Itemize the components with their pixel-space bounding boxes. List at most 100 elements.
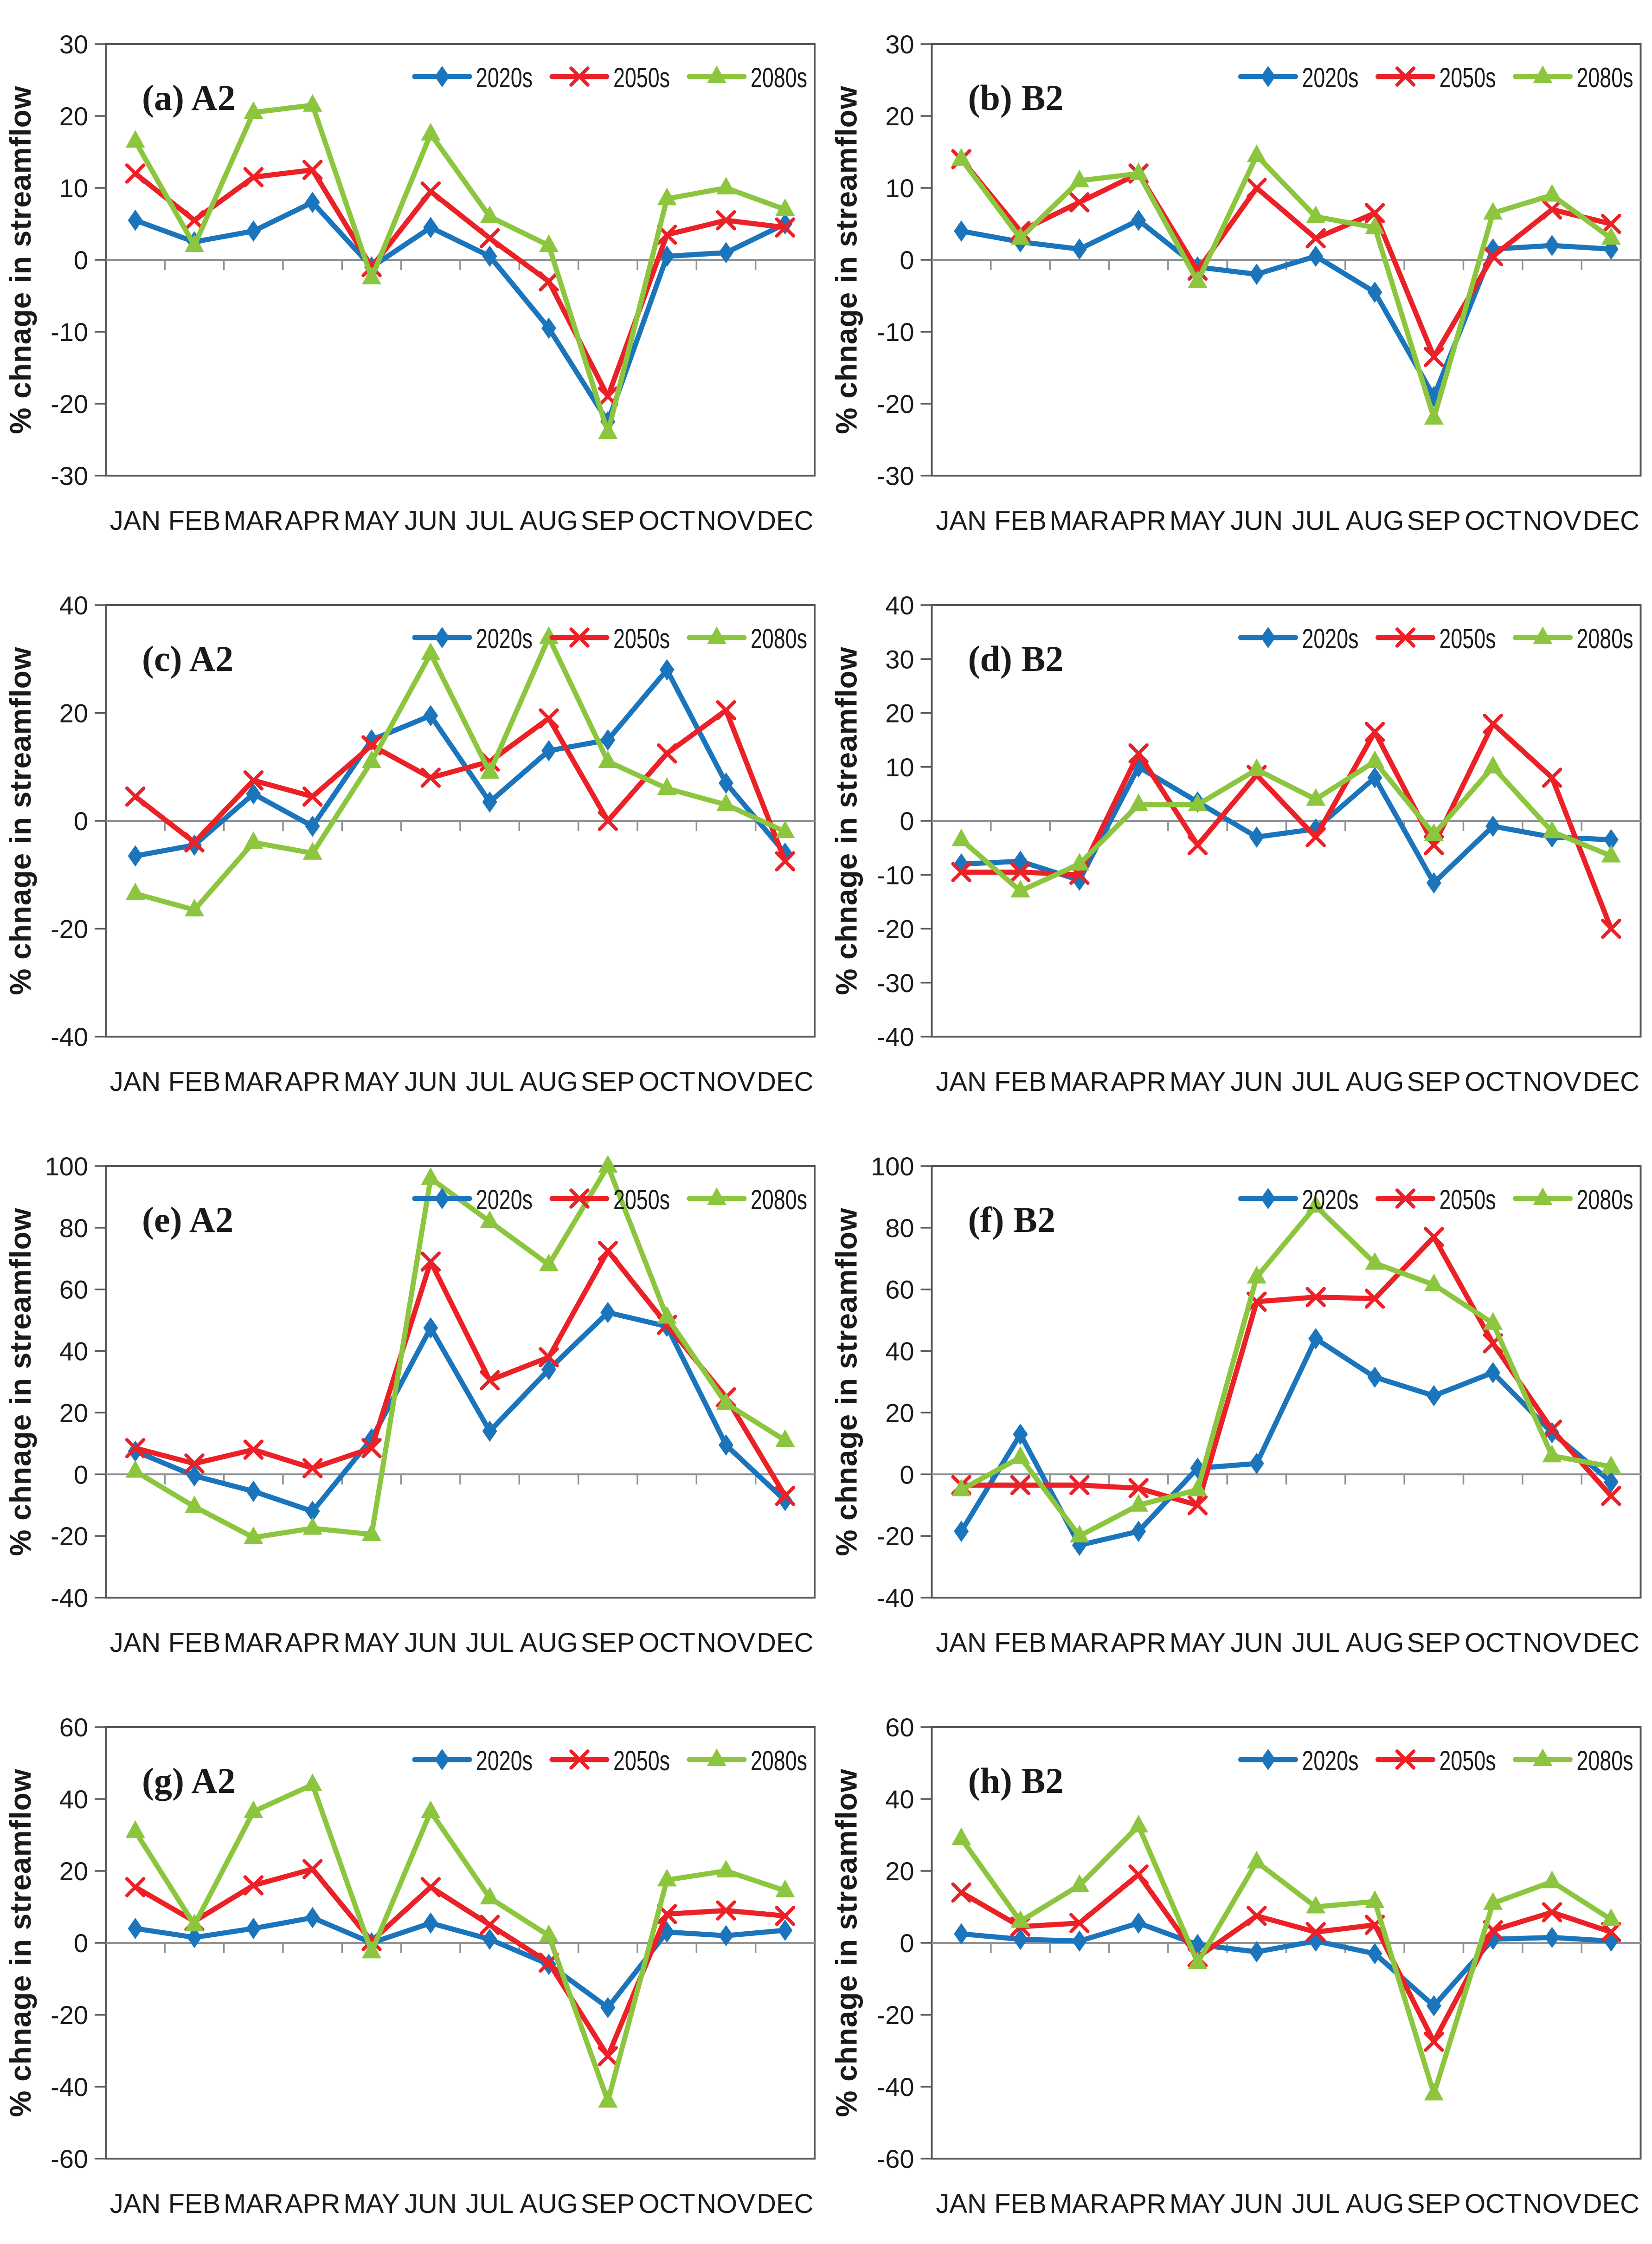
series-2020s-marker [128,1918,143,1939]
x-tick-label: AUG [520,2189,578,2219]
x-tick-label: DEC [757,506,813,536]
legend-x-icon [1395,1188,1416,1209]
series-2080s-marker [421,642,441,660]
legend-label: 2020s [476,62,533,93]
x-marker-stroke [1069,1475,1090,1496]
legend-x-icon [1395,66,1416,87]
series-2080s-marker [421,1167,441,1185]
x-marker-stroke [775,217,796,238]
series-2020s-marker [1544,1927,1560,1948]
x-tick-label: AUG [1346,1067,1404,1097]
series-2080s-marker [1306,1896,1326,1914]
series-2080s-marker [1601,845,1621,863]
series-2050s-marker [125,1877,146,1897]
series-2080s-line [133,103,788,435]
x-tick-label: APR [285,506,340,536]
x-tick-label: OCT [638,2189,695,2219]
series-2050s-marker [125,1438,146,1458]
series-2050s-marker [1483,714,1503,734]
x-marker-stroke [775,1906,796,1926]
legend-label: 2080s [751,62,807,93]
series-2080s-marker [362,266,381,284]
x-marker-stroke [243,167,264,187]
series-2080s-line [133,635,788,913]
x-tick-label: MAR [1049,506,1109,536]
x-marker-stroke [243,770,264,791]
series-2050s-marker [1010,1475,1031,1496]
series-2020s-marker [128,209,143,231]
series-2050s-marker [302,160,323,180]
x-tick-label: JUN [405,1628,457,1658]
x-marker-stroke [1128,1864,1149,1885]
series-2050s-line [133,1248,788,1499]
y-tick-label: -20 [51,1522,88,1551]
y-tick-label: 100 [871,1152,914,1181]
series-2080s-marker [125,130,145,148]
chart-svg--h-B2: 60 40 20 0 -20 -40 -60 JAN FEB MAR APR MAY JUN JUL AUG… [830,1713,1642,2219]
legend-label: 2050s [1440,62,1496,93]
legend-label: 2050s [613,1745,670,1776]
x-tick-label: NOV [697,2189,755,2219]
x-tick-label: AUG [1346,2189,1404,2219]
x-tick-label: JAN [110,2189,161,2219]
x-tick-label: JUN [1230,2189,1283,2219]
legend-item-2050s: 2050s [549,1745,670,1776]
series-2050s-marker [125,163,146,184]
legend-triangle-icon [707,626,726,644]
series-2020s-marker [1131,1521,1146,1542]
series-2080s-marker [185,234,204,252]
x-marker-stroke [361,1438,382,1458]
series-2080s-marker [362,1523,381,1541]
series-2080s-markers [125,94,795,439]
series-2080s-marker [1365,1252,1385,1270]
series-2080s-marker [539,1253,559,1271]
series-2080s-marker [185,1496,204,1514]
series-2020s-marker [305,1501,320,1522]
series-2050s-marker [1187,1495,1208,1515]
y-tick-label: 0 [74,1928,88,1958]
y-tick-label: -40 [877,1583,914,1612]
x-tick-label: DEC [757,1628,813,1658]
x-marker-stroke [302,160,323,180]
y-tick-label: 60 [59,1713,88,1742]
chart-panel-d: 40 30 20 10 0 -10 -20 -30 -40 JAN FEB MAR APR MAY JUN J… [826,561,1652,1122]
panel-title: (a) A2 [142,77,235,118]
series-2050s-marker [479,1915,500,1935]
x-marker-stroke [1010,1475,1031,1496]
chart-svg--b-B2: 30 20 10 0 -10 -20 -30 JAN FEB MAR APR MAY JUN JUL AUG… [830,30,1642,536]
x-tick-label: JAN [936,506,987,536]
legend-item-2020s: 2020s [1238,1184,1359,1215]
x-tick-label: APR [1111,1067,1166,1097]
series-2020s-marker [719,242,733,264]
series-2080s-marker [657,1869,677,1887]
x-tick-label: DEC [1583,2189,1639,2219]
y-tick-label: -10 [877,317,914,347]
x-tick-label: SEP [1407,506,1461,536]
x-tick-label: SEP [581,506,635,536]
x-tick-label: JUN [1230,506,1283,536]
series-2020s-marker [246,1480,261,1502]
chart-svg--d-B2: 40 30 20 10 0 -10 -20 -30 -40 JAN FEB MAR APR MAY JUN J… [830,591,1642,1097]
series-2080s-marker [302,1773,322,1791]
legend-item-2080s: 2080s [687,1745,807,1776]
legend-x-icon [569,1749,590,1770]
chart-svg--f-B2: 100 80 60 40 20 0 -20 -40 JAN FEB MAR APR MAY JUN JUL A… [830,1152,1642,1658]
legend-item-2020s: 2020s [412,62,533,93]
series-2080s-marker [1424,823,1444,841]
series-2050s-marker [1424,1227,1444,1247]
x-marker-stroke [1305,228,1326,249]
series-2050s-marker [1601,1486,1621,1506]
series-2080s-marker [775,820,795,838]
legend-label: 2050s [613,623,670,654]
x-tick-label: FEB [994,1067,1047,1097]
series-2080s-marker [1247,758,1266,776]
series-2020s-marker [1426,1995,1441,2017]
x-tick-label: MAR [1049,2189,1109,2219]
series-2020s-marker [1544,235,1560,256]
y-tick-label: 80 [59,1213,88,1243]
series-2020s-marker [187,1927,202,1948]
series-2050s-markers [125,700,796,871]
y-tick-label: 0 [74,806,88,836]
series-2020s-markers [128,1907,793,2018]
